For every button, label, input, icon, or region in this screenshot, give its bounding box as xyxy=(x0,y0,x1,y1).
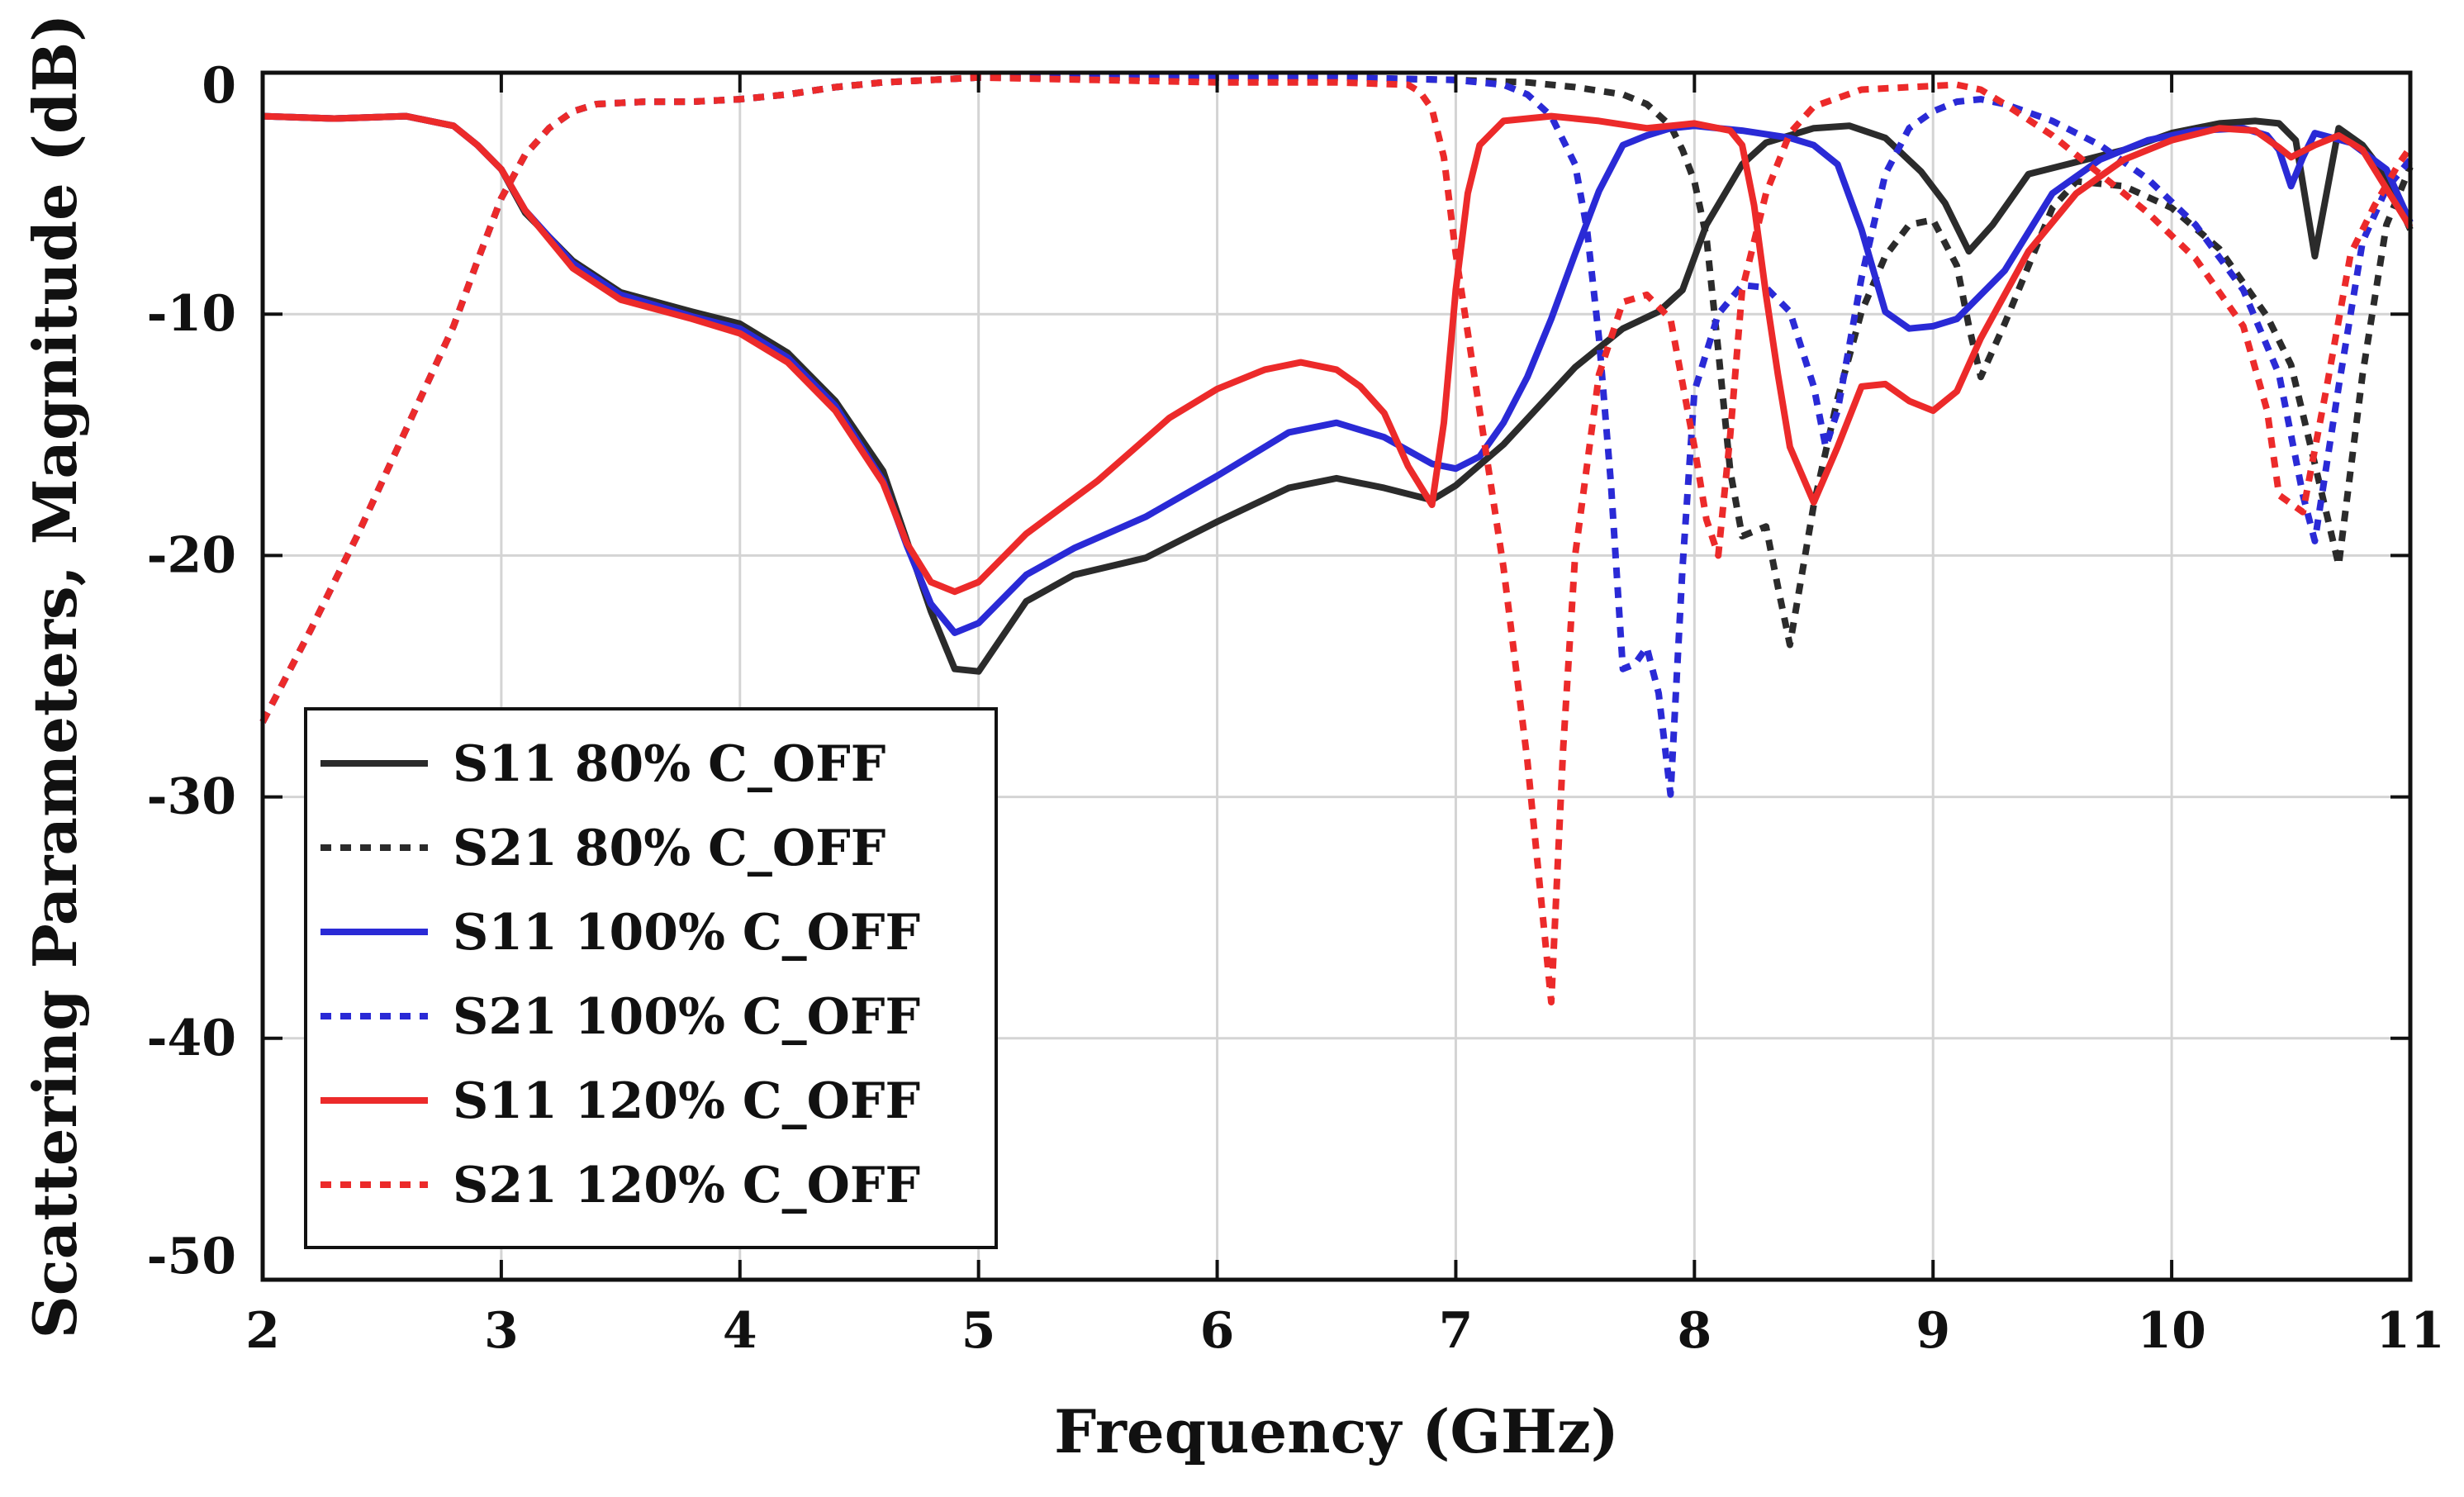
x-tick-label: 8 xyxy=(1677,1302,1712,1360)
x-tick-label: 4 xyxy=(723,1302,757,1360)
y-tick-label: -50 xyxy=(147,1228,236,1286)
y-axis-tick-labels: 0 -10 -20 -30 -40 -50 xyxy=(147,57,236,1286)
legend-label: S21 100% C_OFF xyxy=(453,988,920,1046)
legend-label: S11 120% C_OFF xyxy=(453,1072,920,1130)
legend: S11 80% C_OFF S21 80% C_OFF S11 100% C_OFF… xyxy=(304,707,998,1249)
y-tick-label: -10 xyxy=(147,285,236,343)
series-group xyxy=(259,74,2414,1005)
x-axis-title: Frequency (GHz) xyxy=(1054,1396,1619,1466)
legend-label: S11 100% C_OFF xyxy=(453,904,920,962)
legend-label: S21 120% C_OFF xyxy=(453,1157,920,1214)
series-line-6 xyxy=(259,74,2414,1005)
x-tick-label: 2 xyxy=(245,1302,280,1360)
x-axis-tick-labels: 2 3 4 5 6 7 8 9 10 11 xyxy=(245,1302,2445,1360)
x-tick-label: 3 xyxy=(484,1302,519,1360)
plot-frame xyxy=(260,70,2413,1282)
y-tick-label: 0 xyxy=(202,57,236,115)
legend-items: S11 80% C_OFF S21 80% C_OFF S11 100% C_OFF… xyxy=(320,735,920,1214)
legend-label: S11 80% C_OFF xyxy=(453,735,885,793)
x-tick-label: 10 xyxy=(2137,1302,2206,1360)
x-tick-label: 6 xyxy=(1200,1302,1235,1360)
legend-box xyxy=(304,707,998,1249)
x-tick-label: 9 xyxy=(1916,1302,1950,1360)
x-tick-label: 7 xyxy=(1439,1302,1474,1360)
x-tick-label: 5 xyxy=(961,1302,996,1360)
x-tick-label: 11 xyxy=(2376,1302,2445,1360)
y-tick-label: -30 xyxy=(147,768,236,826)
series-line-2 xyxy=(259,74,2414,724)
y-tick-label: -20 xyxy=(147,526,236,584)
y-tick-label: -40 xyxy=(147,1010,236,1067)
axis-ticks xyxy=(261,71,2412,1281)
y-axis-title: Scattering Parameters, Magnitude (dB) xyxy=(20,14,90,1339)
series-line-3 xyxy=(262,112,2414,636)
legend-label: S21 80% C_OFF xyxy=(453,820,885,877)
series-line-5 xyxy=(262,112,2414,596)
